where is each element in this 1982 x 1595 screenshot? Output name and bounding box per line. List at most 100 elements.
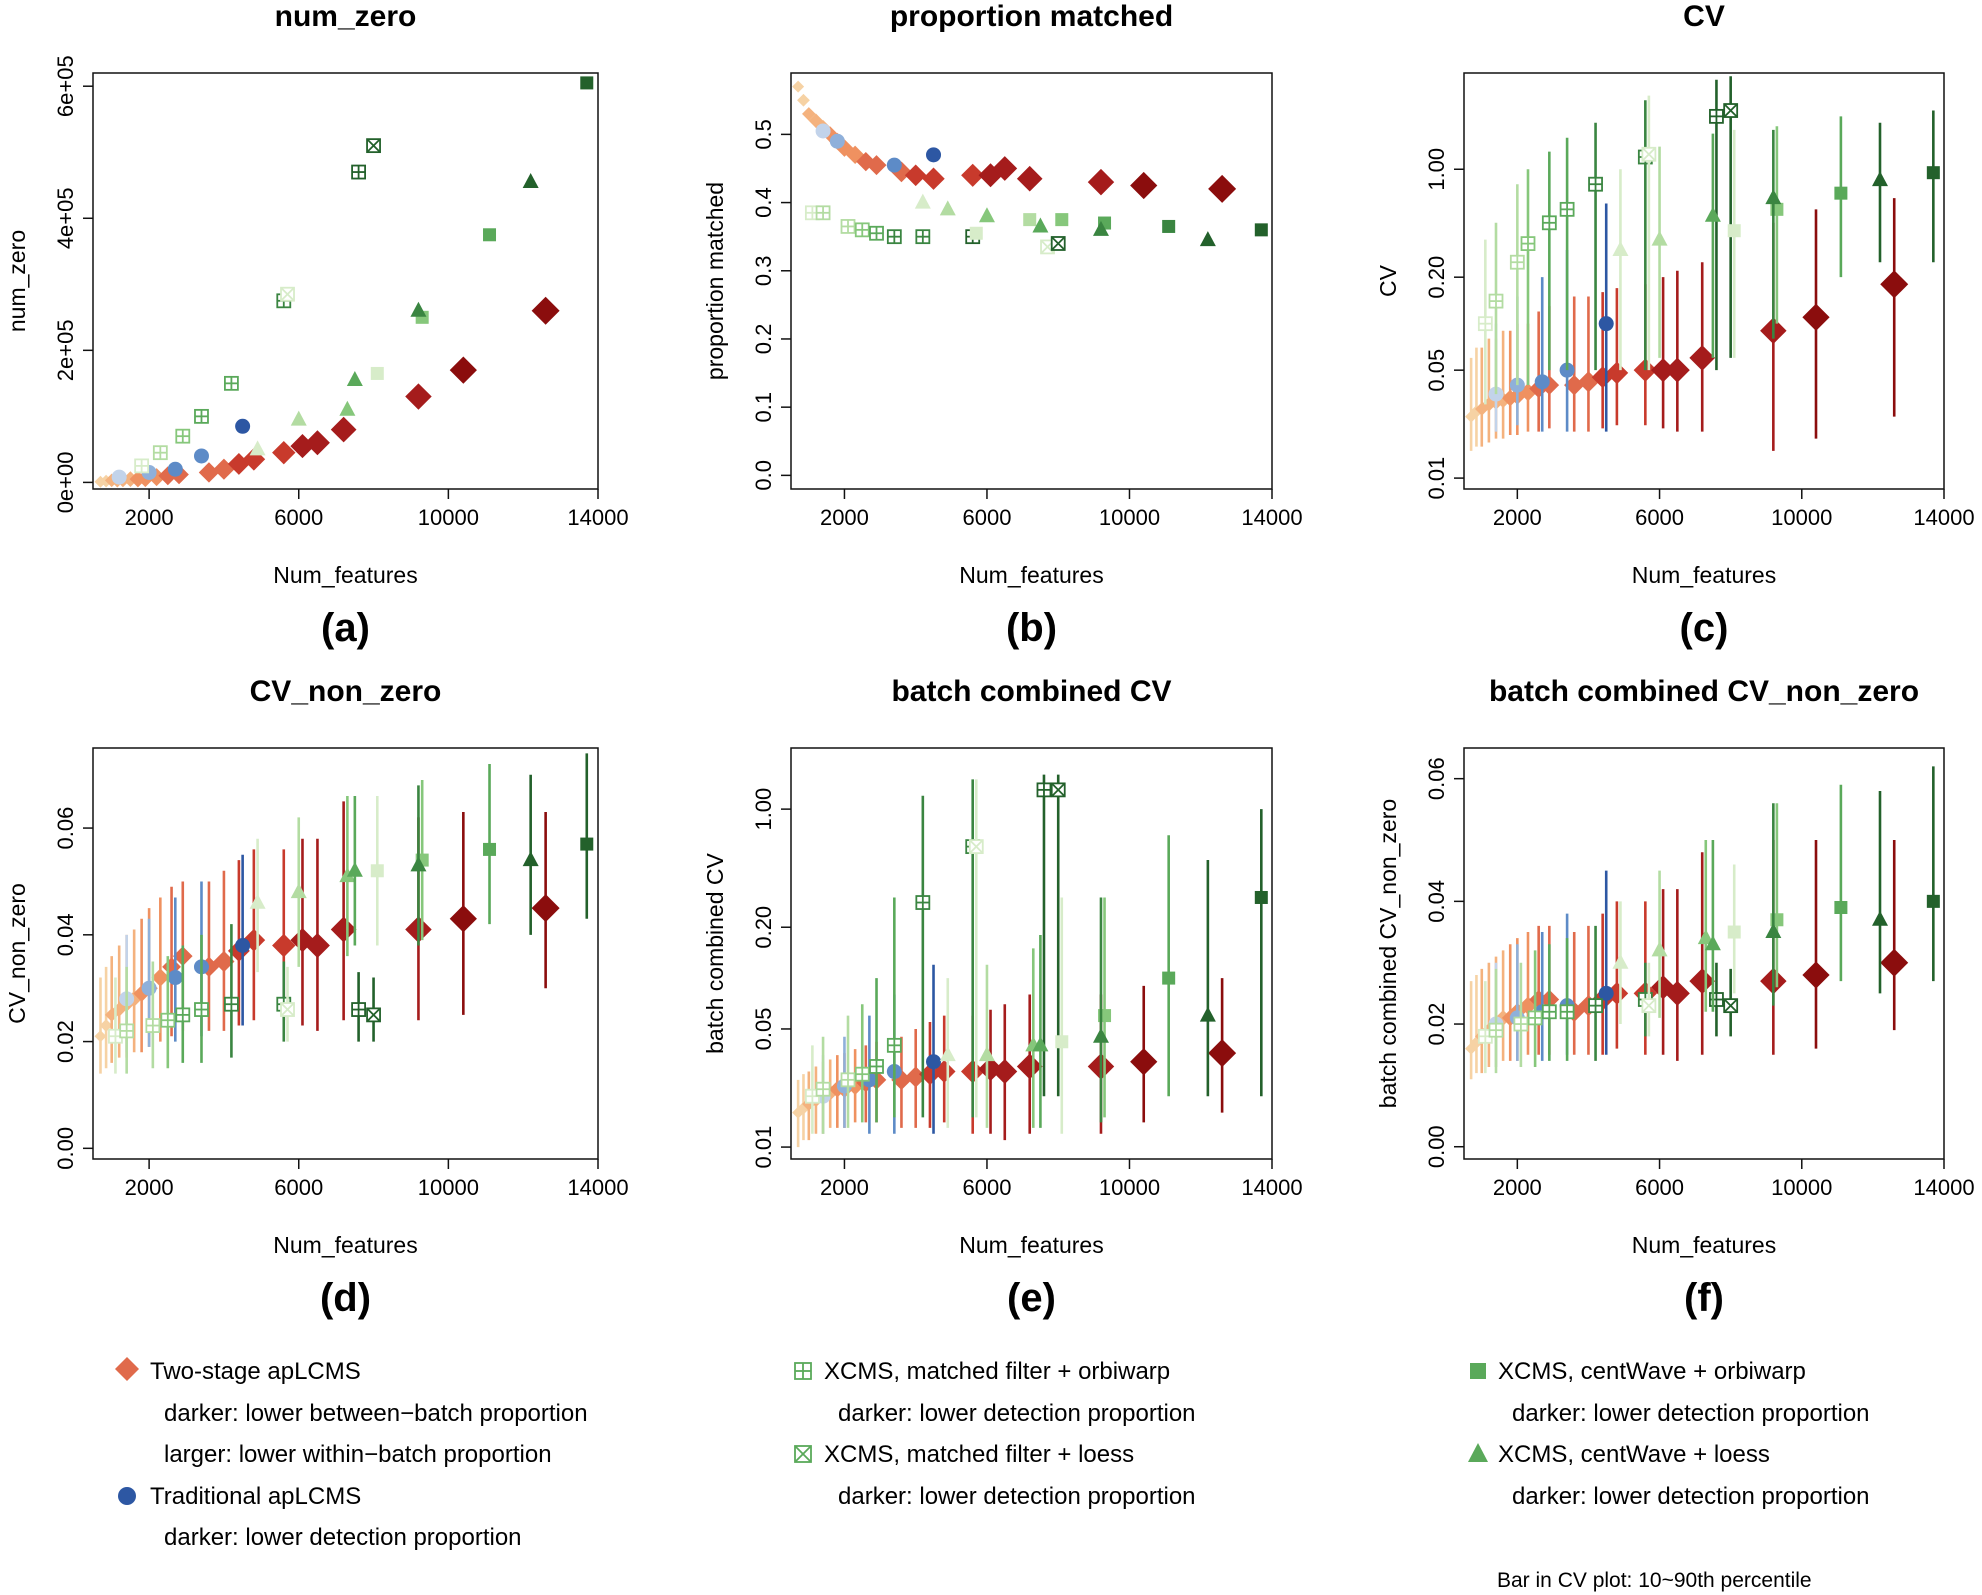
panel-label: (c) (1680, 606, 1729, 650)
data-point-diamond (992, 156, 1018, 181)
y-tick-label: 0.00 (1424, 1125, 1449, 1168)
x-tick-label: 2000 (820, 1175, 869, 1200)
data-point-square-plus (854, 1066, 870, 1082)
series-triangle (939, 859, 1216, 1128)
y-tick-label: 2e+05 (53, 319, 78, 381)
y-tick-label: 0.06 (1424, 757, 1449, 800)
data-point-triangle (410, 301, 427, 317)
x-tick-label: 10000 (418, 1175, 479, 1200)
data-point-diamond (304, 430, 330, 456)
data-point-diamond (272, 933, 296, 958)
plot-frame (1463, 747, 1945, 1160)
plot-frame (790, 747, 1273, 1160)
y-tick-label: 0e+00 (53, 451, 78, 513)
data-point-square (580, 837, 594, 851)
data-point-square-x (366, 1007, 381, 1023)
panel-label: (f) (1684, 1276, 1724, 1320)
legend-square-icon (1470, 1363, 1486, 1379)
x-tick-label: 10000 (418, 505, 479, 530)
data-point-triangle (1651, 230, 1668, 246)
panel-label: (b) (1006, 606, 1057, 650)
x-tick-label: 10000 (1771, 505, 1832, 530)
data-point-diamond (792, 80, 805, 93)
data-point-diamond (242, 928, 266, 952)
data-point-triangle (1612, 953, 1629, 969)
panels-layer: num_zero 2000 6000 10000 14000 0e+00 2e+05 4e+0… (4, 0, 1975, 1320)
x-tick-label: 6000 (1635, 1175, 1684, 1200)
data-point-square-plus (840, 1072, 856, 1088)
data-point-triangle (939, 1046, 956, 1062)
data-point-triangle (1199, 231, 1216, 247)
data-point-triangle (1765, 923, 1782, 939)
data-point-triangle (522, 172, 539, 188)
data-point-diamond (1651, 358, 1676, 383)
data-point-diamond (992, 1059, 1018, 1084)
data-point-diamond (1501, 389, 1519, 407)
x-tick-label: 10000 (1771, 1175, 1832, 1200)
chart-title: num_zero (275, 0, 417, 33)
data-point-square-plus (1520, 236, 1536, 252)
data-point-square-x (1050, 236, 1066, 251)
marker-stroke (1641, 998, 1657, 1013)
legend-two-stage-larger: larger: lower within−batch proportion (164, 1441, 552, 1468)
data-point-diamond (290, 928, 315, 953)
data-point-diamond (802, 107, 816, 121)
x-tick-label: 6000 (1635, 505, 1684, 530)
data-point-diamond (1016, 165, 1043, 192)
data-point-square (969, 226, 983, 240)
data-point-circle (1534, 374, 1550, 390)
data-point-diamond (1564, 374, 1585, 396)
data-point-diamond (1208, 1039, 1237, 1068)
chart-panel-5: batch combined CV 2000 6000 10000 14000 0.01 0… (702, 675, 1303, 1320)
chart-panel-1: num_zero 2000 6000 10000 14000 0e+00 2e+05 4e+0… (4, 0, 629, 650)
x-tick-label: 14000 (1913, 1175, 1974, 1200)
data-point-triangle (1032, 217, 1049, 233)
series-square-plus (1477, 925, 1724, 1074)
marker-stroke (1051, 782, 1066, 798)
y-axis-label: CV_non_zero (4, 883, 30, 1024)
data-point-diamond (1664, 980, 1690, 1006)
series-square-x (280, 138, 381, 302)
data-point-square (483, 228, 497, 242)
panel-label: (d) (320, 1276, 371, 1320)
series-triangle (1612, 122, 1888, 371)
data-point-square (1727, 224, 1741, 238)
y-tick-label: 0.0 (751, 460, 776, 491)
data-point-diamond (1664, 357, 1690, 383)
legend-square-plus-icon (794, 1362, 812, 1380)
data-point-square-plus (1509, 254, 1525, 270)
data-point-circle (829, 133, 845, 149)
data-point-square-plus (134, 458, 150, 474)
data-point-diamond (1208, 174, 1237, 203)
data-point-diamond (1518, 383, 1538, 402)
data-point-square (1254, 223, 1268, 237)
data-point-circle (167, 970, 183, 986)
data-point-square-plus (886, 229, 902, 245)
data-point-square-plus (1541, 215, 1557, 231)
y-axis-label: batch combined CV_non_zero (1375, 799, 1401, 1108)
data-point-circle (167, 461, 183, 477)
data-point-square-plus (1513, 1016, 1529, 1032)
data-point-triangle (1704, 935, 1721, 951)
y-tick-label: 0.01 (1424, 457, 1449, 500)
series-square (1055, 809, 1268, 1134)
data-point-diamond (99, 1019, 113, 1032)
data-point-square-plus (1488, 1022, 1504, 1038)
series-triangle (1612, 790, 1888, 1025)
data-point-diamond (932, 1060, 956, 1083)
data-point-triangle (978, 1046, 995, 1062)
x-axis-label: Num_features (959, 1232, 1103, 1258)
marker-stroke (969, 839, 984, 854)
data-point-triangle (914, 193, 931, 209)
data-point-square-plus (1527, 1010, 1543, 1026)
data-point-triangle (1092, 220, 1109, 236)
data-point-circle (141, 980, 157, 996)
legend-col-1: Two-stage apLCMS darker: lower between−b… (115, 1357, 588, 1551)
legend-circle-icon (118, 1487, 136, 1505)
x-tick-label: 10000 (1099, 505, 1160, 530)
y-tick-label: 0.00 (53, 1127, 78, 1170)
data-point-diamond (330, 416, 357, 443)
x-tick-label: 14000 (567, 1175, 628, 1200)
marker-stroke (280, 1002, 295, 1017)
